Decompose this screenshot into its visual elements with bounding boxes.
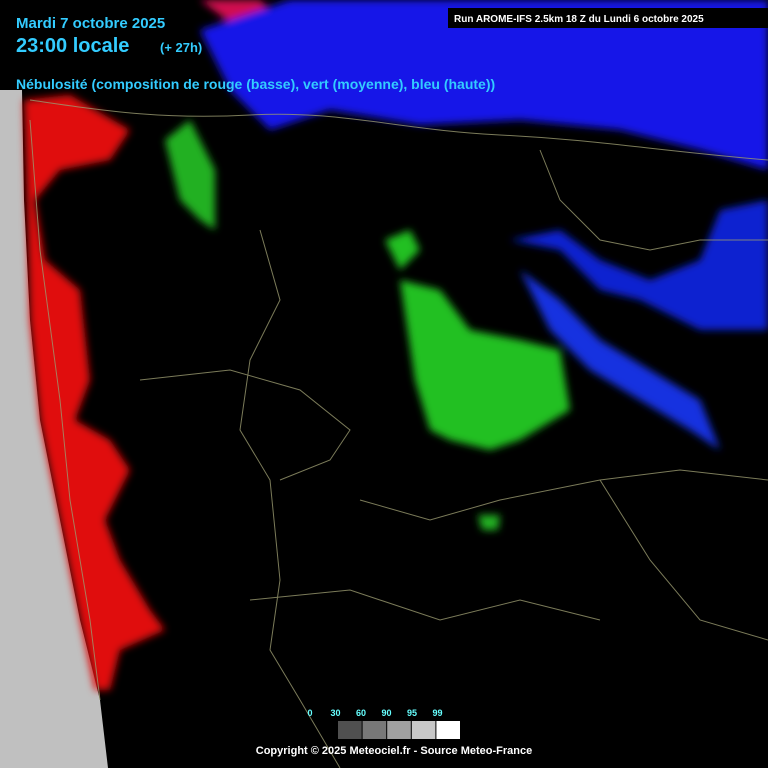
legend: 0 30 60 90 95 99: [307, 708, 460, 739]
legend-label: 90: [381, 708, 391, 718]
run-info: Run AROME-IFS 2.5km 18 Z du Lundi 6 octo…: [454, 14, 704, 25]
lead-time: (+ 27h): [160, 40, 202, 55]
legend-swatch: [387, 721, 411, 739]
legend-label: 0: [307, 708, 312, 718]
cloud-layers: [24, 0, 768, 690]
copyright: Copyright © 2025 Meteociel.fr - Source M…: [256, 745, 532, 757]
legend-label: 95: [407, 708, 417, 718]
legend-swatch: [362, 721, 387, 739]
legend-swatch: [338, 721, 362, 739]
time: 23:00 locale: [16, 35, 129, 57]
legend-label: 60: [356, 708, 366, 718]
legend-label: 99: [432, 708, 442, 718]
legend-swatch: [411, 721, 436, 739]
run-box: [448, 8, 768, 28]
legend-label: 30: [330, 708, 340, 718]
sea-area: [0, 90, 108, 768]
subtitle: Nébulosité (composition de rouge (basse)…: [16, 76, 495, 92]
legend-swatch: [436, 721, 460, 739]
borders: [29, 99, 768, 768]
date: Mardi 7 octobre 2025: [16, 15, 165, 32]
